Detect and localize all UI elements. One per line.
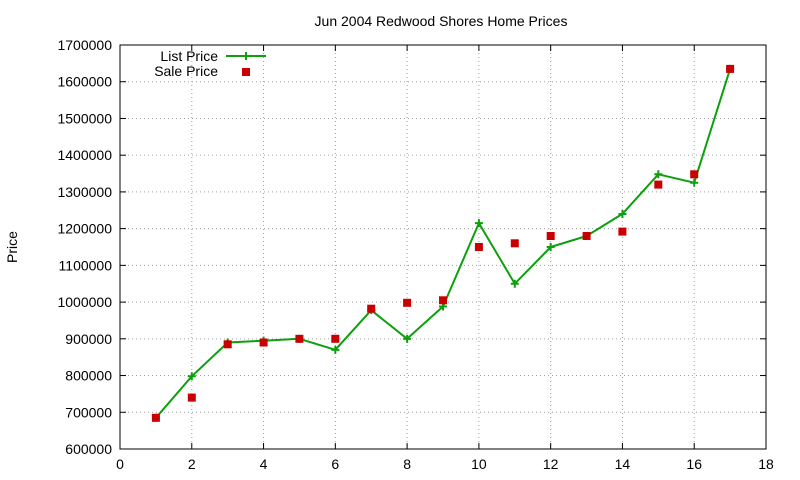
list-price-point [618, 209, 627, 218]
y-tick-label: 900000 [65, 331, 112, 347]
list-price-point [690, 178, 699, 187]
y-tick-label: 600000 [65, 441, 112, 457]
x-tick-label: 8 [403, 456, 411, 472]
sale-price-point [582, 232, 591, 240]
y-tick-label: 1300000 [57, 184, 112, 200]
y-tick-label: 1100000 [59, 257, 113, 273]
y-tick-label: 700000 [65, 404, 112, 420]
legend-marker-list-price [242, 52, 250, 60]
sale-price-point [223, 340, 232, 349]
list-price-point [510, 279, 519, 288]
legend-label-sale-price: Sale Price [154, 63, 218, 79]
axis-ticks [119, 44, 767, 450]
legend-marker-sale-price [242, 68, 250, 76]
sale-price-point [474, 243, 483, 251]
list-price-point [187, 372, 196, 381]
sale-price-point [259, 338, 268, 347]
legend-label-list-price: List Price [160, 48, 218, 64]
sale-price-point [367, 304, 376, 313]
list-price-point [474, 219, 483, 228]
y-tick-label: 800000 [65, 368, 112, 384]
sale-price-point [618, 227, 627, 236]
y-tick-label: 1500000 [57, 110, 112, 126]
legend: List Price Sale Price [154, 48, 266, 79]
y-tick-label: 1400000 [57, 147, 112, 163]
x-tick-labels: 0 2 4 6 8 10 12 14 16 18 [116, 456, 774, 472]
sale-price-point [187, 393, 196, 402]
sale-price-point [403, 298, 412, 307]
x-tick-label: 4 [260, 456, 268, 472]
list-price-point [403, 334, 412, 343]
y-axis-label: Price [4, 231, 20, 263]
sale-price-point [331, 334, 340, 343]
sale-price-point [151, 413, 160, 422]
y-tick-label: 1200000 [57, 221, 112, 237]
x-tick-label: 14 [615, 456, 631, 472]
y-tick-labels: 600000 700000 800000 900000 1000000 1100000 12… [57, 37, 112, 457]
list-price-point [654, 170, 663, 179]
series-layer [151, 64, 735, 422]
grid-lines [120, 45, 766, 449]
chart-title: Jun 2004 Redwood Shores Home Prices [315, 13, 568, 29]
x-tick-label: 16 [686, 456, 702, 472]
sale-price-point [510, 239, 519, 248]
y-tick-label: 1600000 [57, 74, 112, 90]
x-tick-label: 0 [116, 456, 124, 472]
list-price-point [546, 243, 555, 251]
list-price-line [155, 68, 732, 419]
sale-price-point [654, 180, 663, 189]
plot-frame [119, 44, 767, 450]
y-tick-label: 1000000 [57, 294, 112, 310]
y-tick-label: 1700000 [57, 37, 112, 53]
sale-price-point [726, 64, 735, 73]
x-tick-label: 10 [471, 456, 487, 472]
sale-price-point [690, 170, 699, 179]
sale-price-point [439, 296, 447, 305]
x-tick-label: 12 [543, 456, 559, 472]
x-tick-label: 6 [331, 456, 339, 472]
sale-price-point [546, 232, 555, 240]
x-tick-label: 18 [758, 456, 774, 472]
x-tick-label: 2 [188, 456, 196, 472]
sale-price-point [295, 334, 304, 343]
list-price-point [331, 345, 340, 354]
